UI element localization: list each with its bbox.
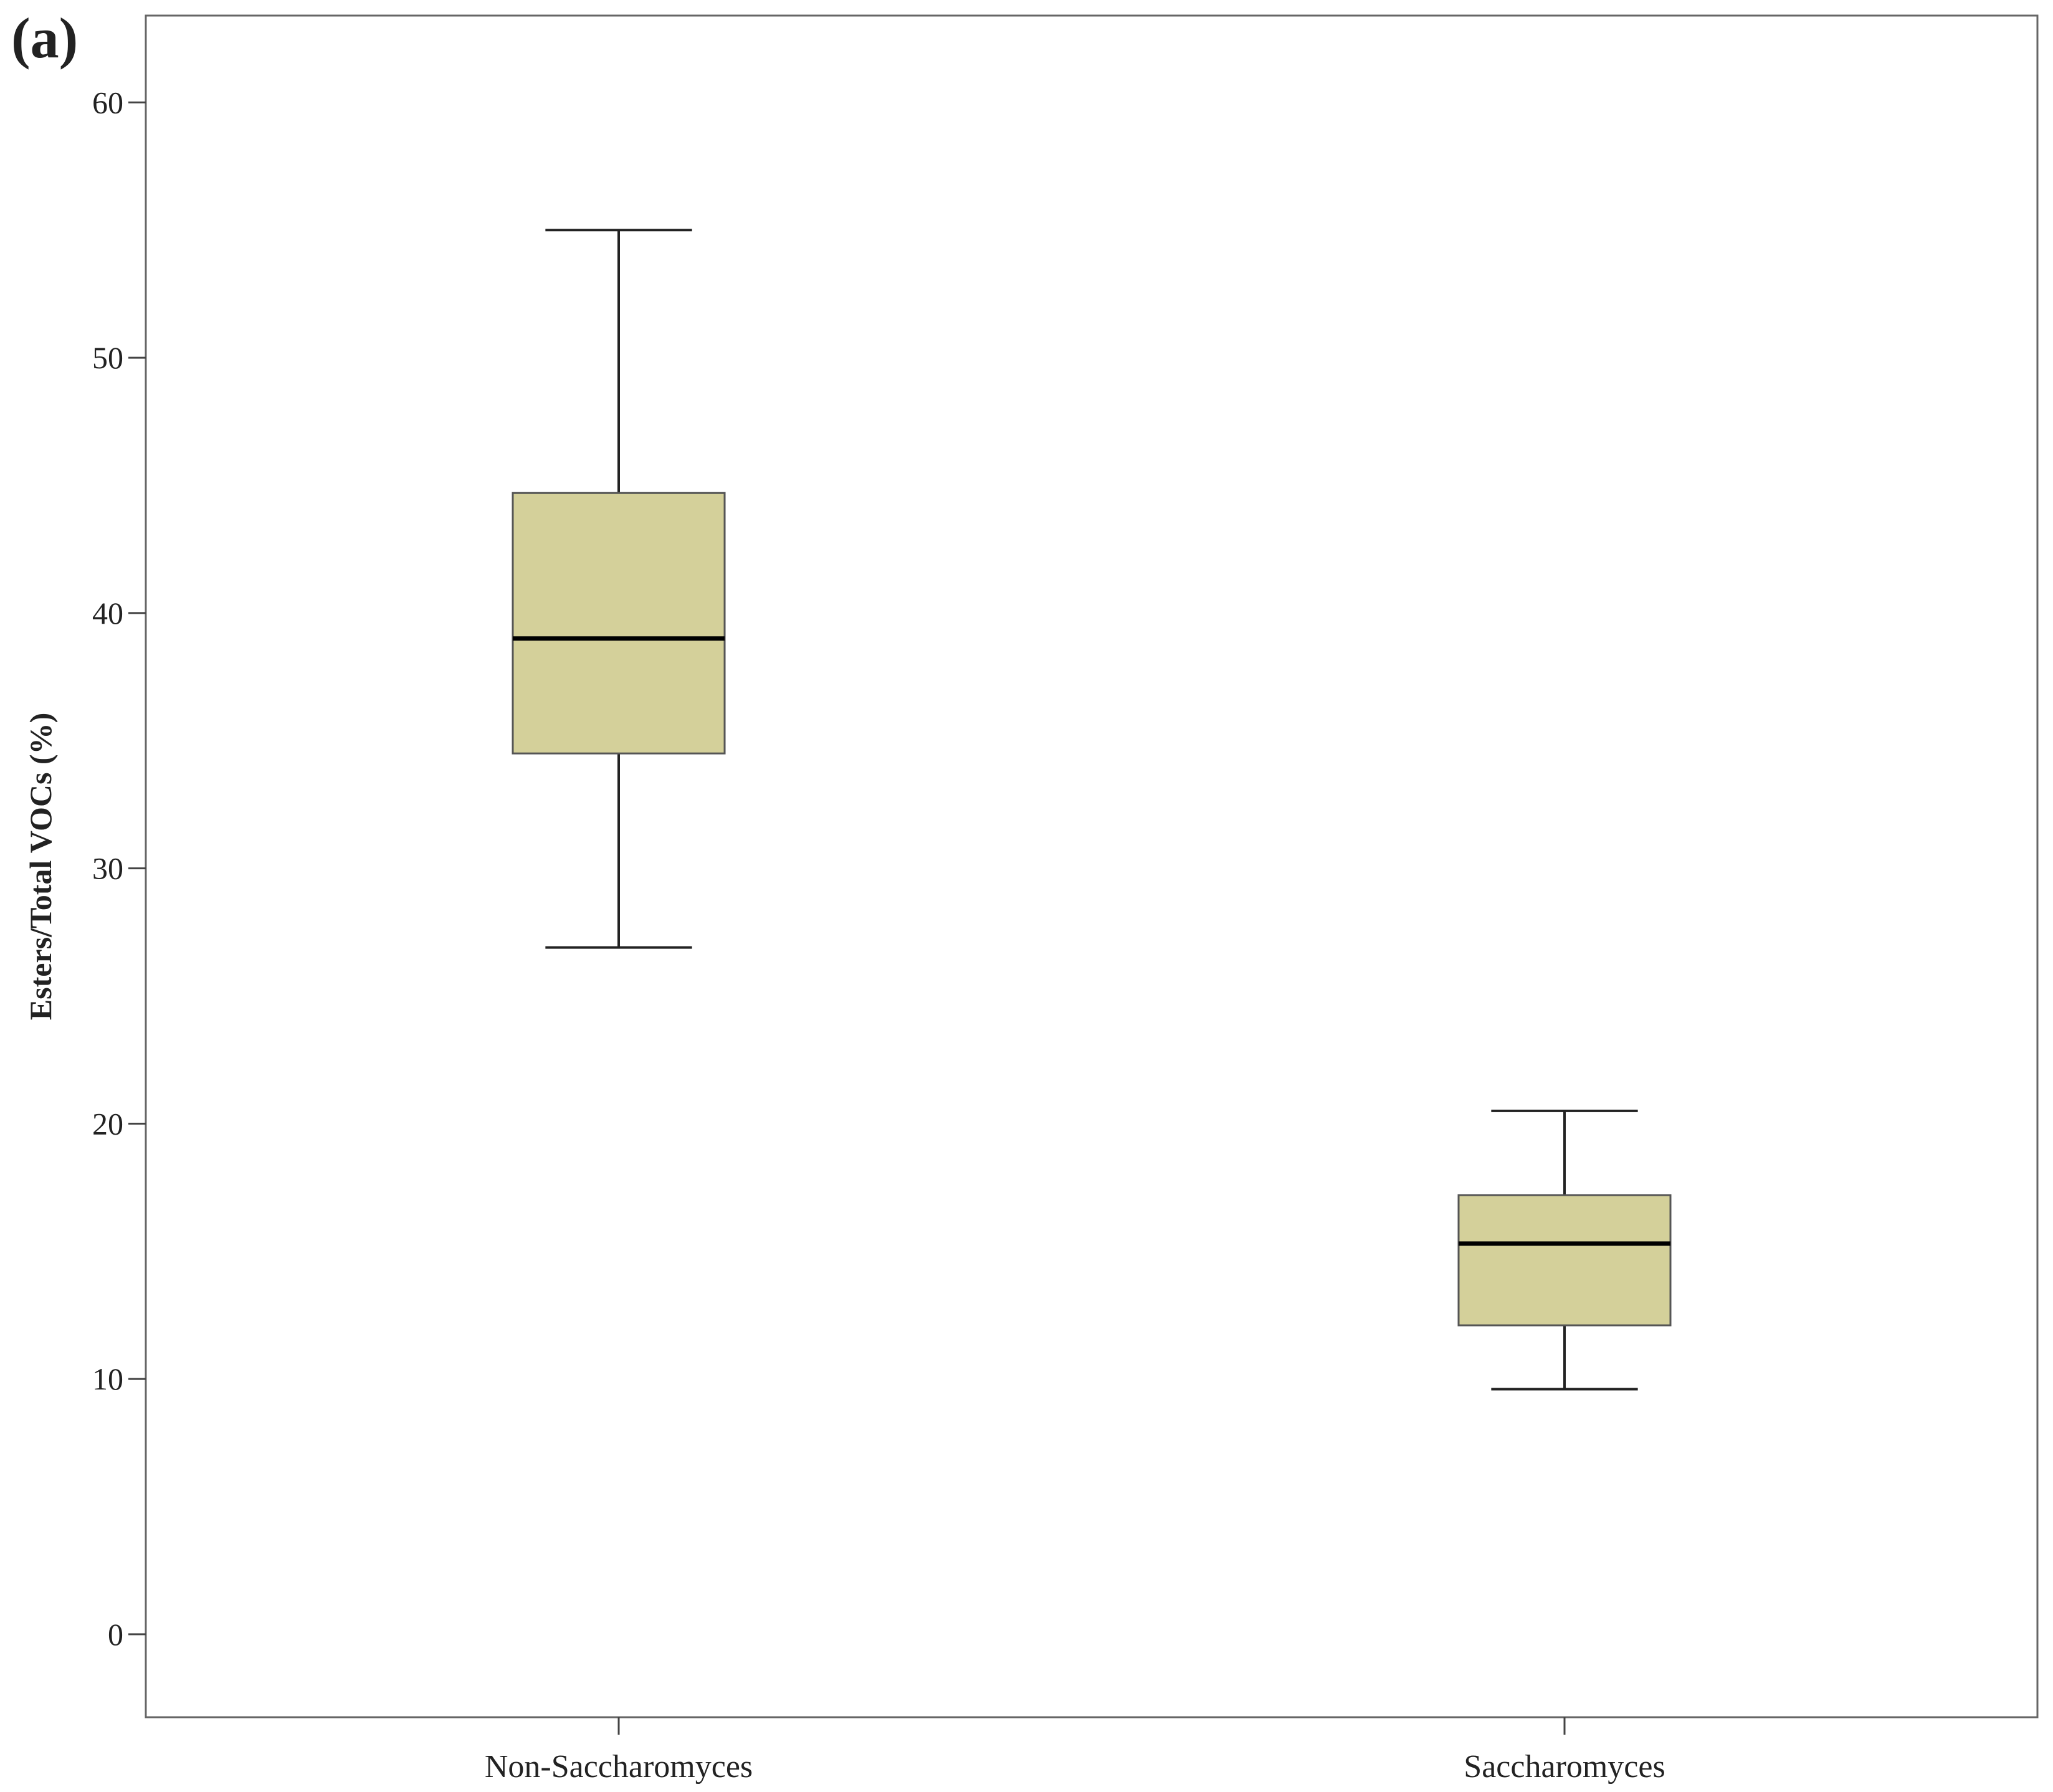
y-tick-label: 50 bbox=[92, 340, 123, 375]
y-tick-label: 20 bbox=[92, 1106, 123, 1141]
y-tick-label: 30 bbox=[92, 851, 123, 886]
x-tick-label: Non-Saccharomyces bbox=[485, 1749, 753, 1785]
plot-frame bbox=[145, 14, 2039, 1718]
x-tick-label: Saccharomyces bbox=[1464, 1749, 1665, 1785]
y-tick-label: 40 bbox=[92, 596, 123, 631]
y-tick-label: 60 bbox=[92, 85, 123, 120]
box bbox=[512, 492, 726, 755]
panel-label: (a) bbox=[11, 6, 78, 70]
y-axis-label: Esters/Total VOCs (%) bbox=[23, 713, 58, 1020]
y-tick-label: 10 bbox=[92, 1361, 123, 1396]
y-tick-label: 0 bbox=[108, 1617, 123, 1652]
box bbox=[1457, 1194, 1672, 1327]
